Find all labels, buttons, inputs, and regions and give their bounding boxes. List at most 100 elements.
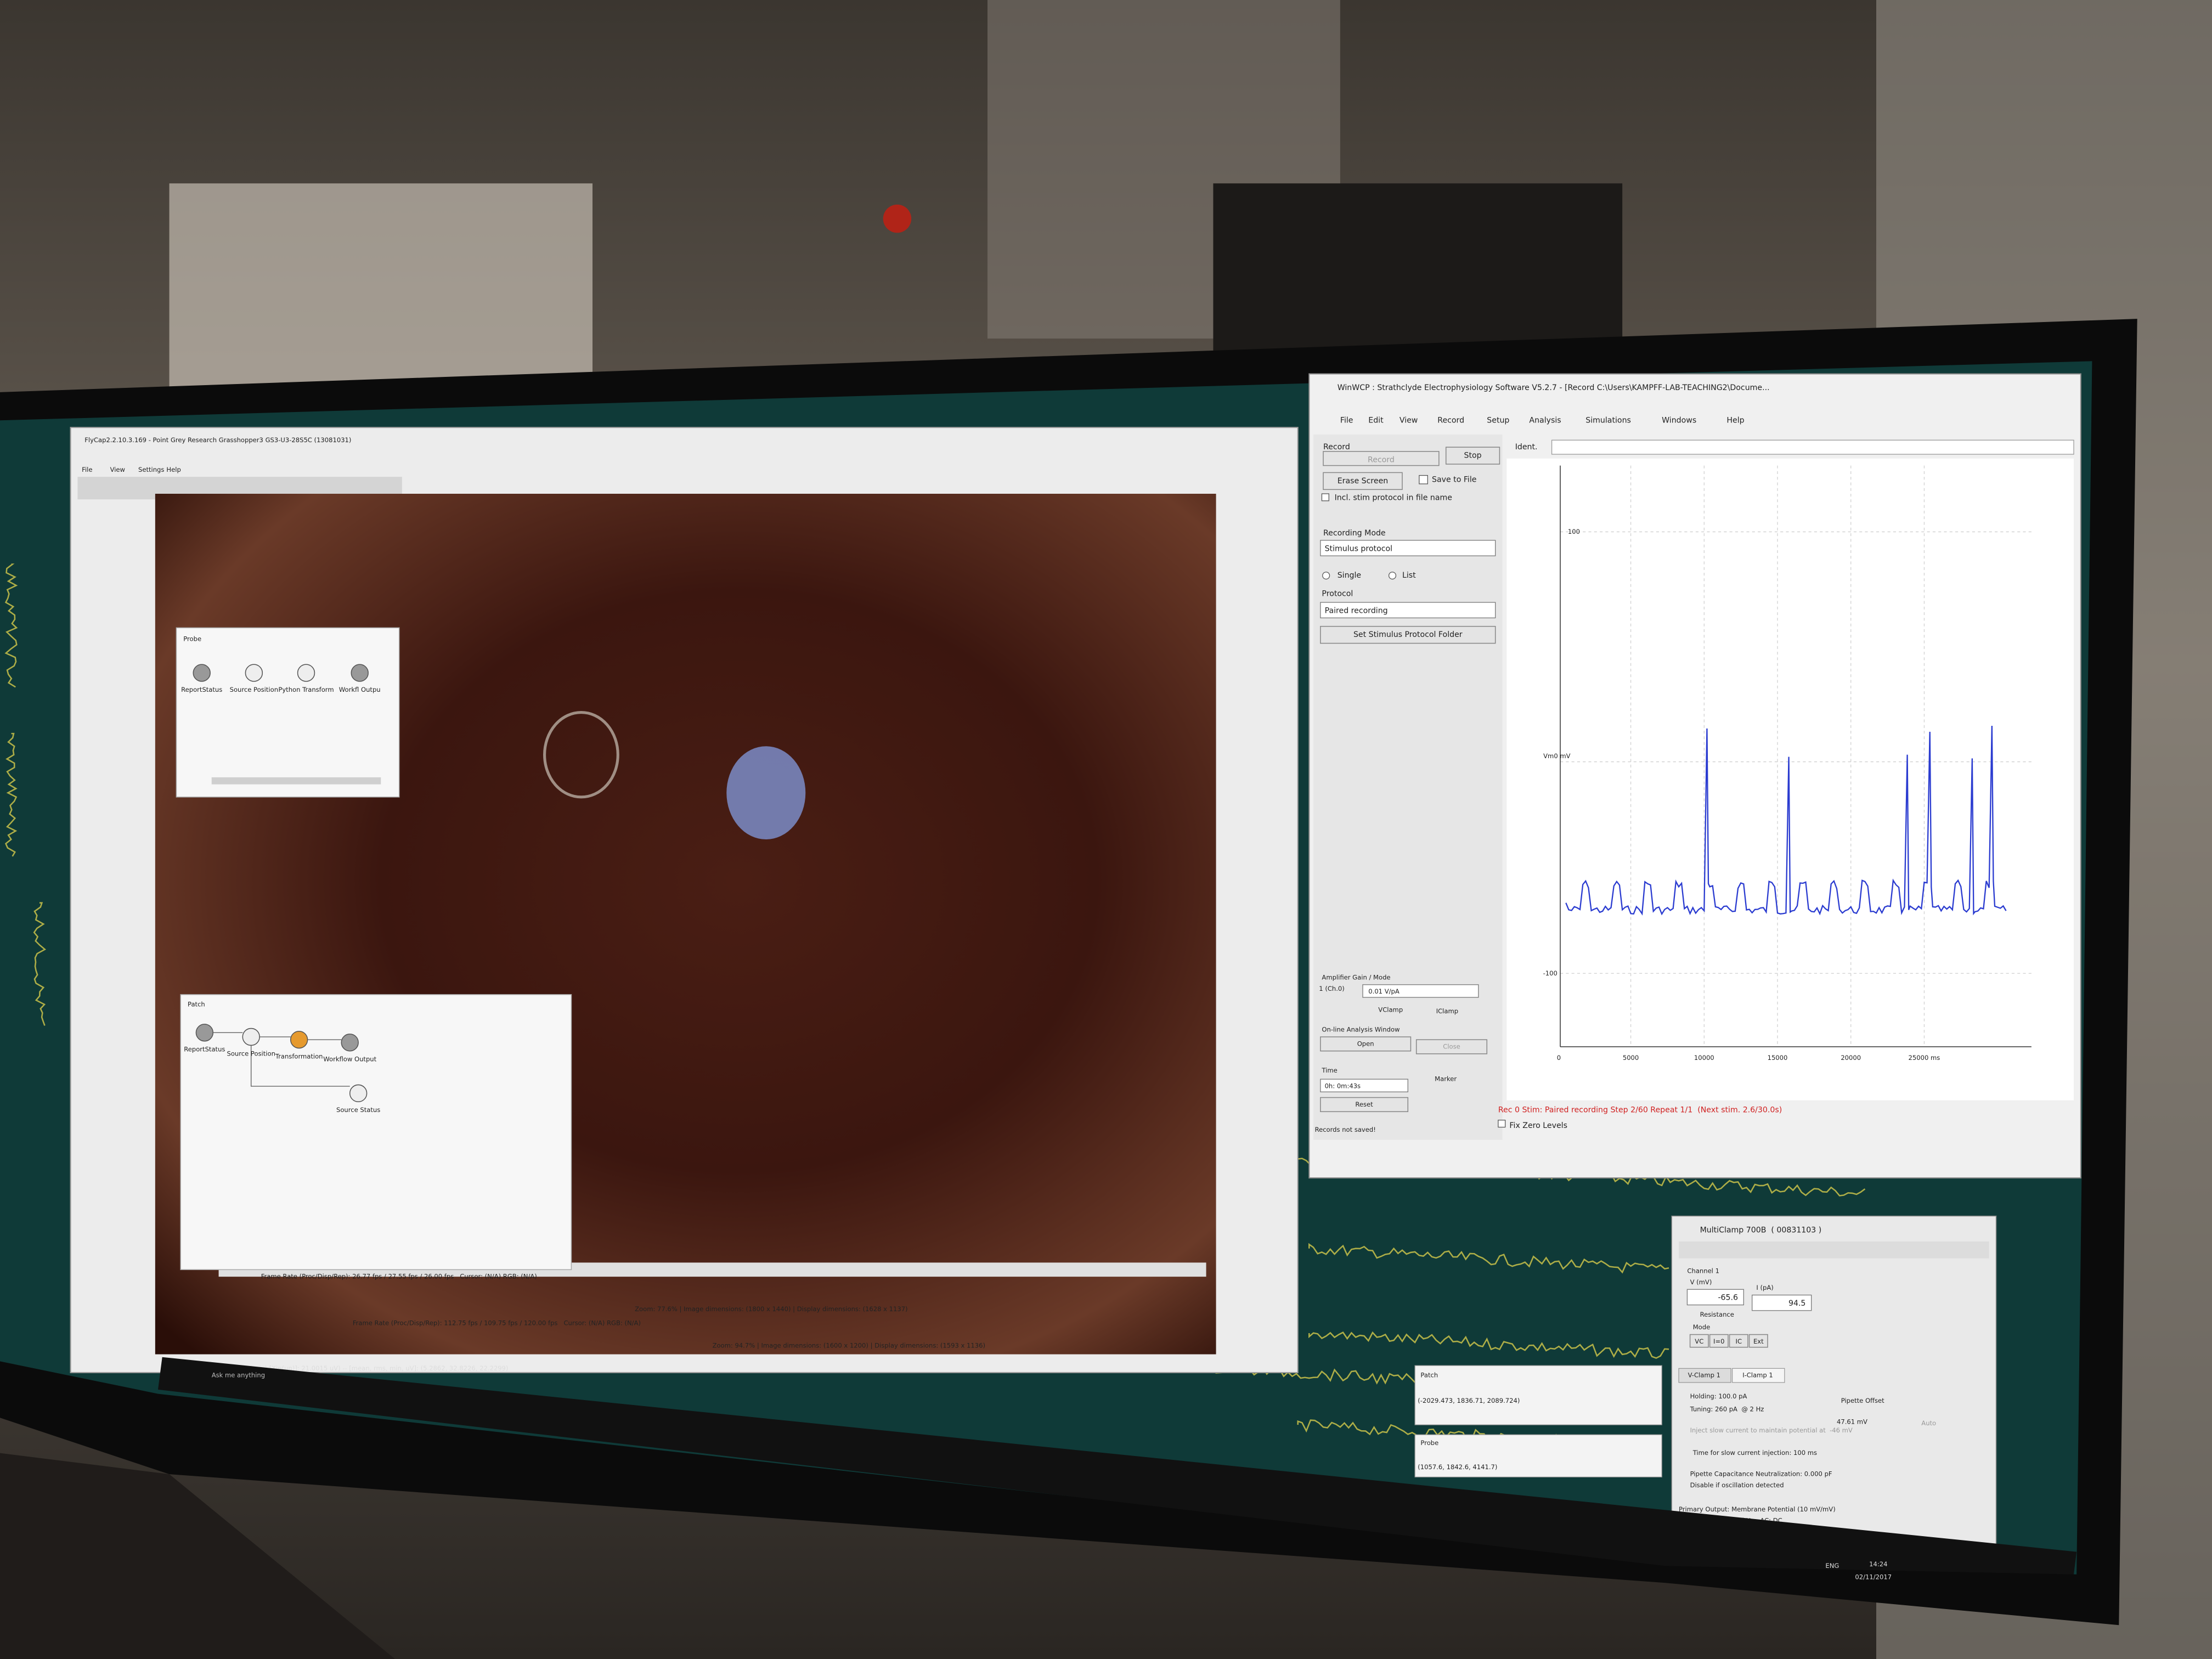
menu-item[interactable]: Simulations bbox=[1585, 416, 1631, 425]
record-button[interactable] bbox=[1323, 451, 1440, 466]
mode-dropdown[interactable] bbox=[1320, 540, 1496, 556]
checkbox-label[interactable]: Resistance bbox=[1700, 1311, 1734, 1318]
node-label: ReportStatus bbox=[181, 686, 222, 693]
node[interactable] bbox=[351, 664, 369, 682]
search-box[interactable]: Ask me anything bbox=[212, 1372, 265, 1379]
grid bbox=[1560, 465, 2032, 1044]
menu-item[interactable]: Setup bbox=[1487, 416, 1509, 425]
radio-label[interactable]: List bbox=[1402, 571, 1416, 580]
checkbox[interactable] bbox=[1419, 475, 1428, 484]
erase-button[interactable] bbox=[1323, 472, 1403, 490]
checkbox-label[interactable]: Incl. stim protocol in file name bbox=[1335, 494, 1452, 503]
field-value[interactable]: 0.01 V/pA bbox=[1368, 988, 1400, 995]
field-value: 0h: 0m:43s bbox=[1325, 1082, 1361, 1090]
setting[interactable]: Holding: 100.0 pA bbox=[1690, 1392, 1747, 1400]
stop-button[interactable] bbox=[1445, 447, 1500, 465]
checkbox-label[interactable]: Fix Zero Levels bbox=[1509, 1121, 1567, 1130]
node[interactable] bbox=[349, 1084, 368, 1103]
menu-item[interactable]: View bbox=[110, 466, 125, 473]
radio[interactable] bbox=[1322, 572, 1330, 580]
group-label: Record bbox=[1323, 443, 1350, 452]
menu-item[interactable]: Settings bbox=[138, 466, 164, 473]
button-label[interactable]: Record bbox=[1368, 455, 1395, 464]
checkbox[interactable] bbox=[1321, 493, 1329, 501]
mode-button[interactable] bbox=[1689, 1334, 1709, 1348]
dropdown-value[interactable]: Stimulus protocol bbox=[1325, 544, 1392, 553]
setting[interactable]: Inject slow current to maintain potentia… bbox=[1690, 1426, 1853, 1434]
button-label[interactable]: Ext bbox=[1753, 1338, 1764, 1345]
checkbox-label[interactable]: Save to File bbox=[1432, 475, 1476, 484]
gain-field[interactable] bbox=[1362, 984, 1479, 998]
radio[interactable] bbox=[1388, 572, 1397, 580]
radio-label[interactable]: IClamp bbox=[1436, 1007, 1458, 1015]
open-button[interactable] bbox=[1320, 1036, 1412, 1052]
menu-item[interactable]: Edit bbox=[1368, 416, 1384, 425]
tab[interactable] bbox=[1732, 1368, 1785, 1383]
node[interactable] bbox=[245, 664, 263, 682]
menu-item[interactable]: Help bbox=[166, 466, 180, 473]
menu-item[interactable]: View bbox=[1400, 416, 1418, 425]
button-label[interactable]: Set Stimulus Protocol Folder bbox=[1353, 630, 1463, 639]
setting[interactable]: Disable if oscillation detected bbox=[1690, 1481, 1784, 1489]
setting[interactable]: Tuning: 260 pA @ 2 Hz bbox=[1690, 1405, 1764, 1413]
button-label[interactable]: IC bbox=[1736, 1338, 1742, 1345]
button-label[interactable]: Reset bbox=[1355, 1101, 1373, 1108]
node[interactable] bbox=[290, 1030, 308, 1049]
x-tick-labels: 0 5000 10000 15000 20000 25000 ms bbox=[1557, 1054, 1940, 1062]
scrollbar[interactable] bbox=[211, 777, 381, 785]
ident-field[interactable] bbox=[1551, 439, 2074, 455]
node[interactable] bbox=[242, 1028, 260, 1046]
folder-button[interactable] bbox=[1320, 625, 1496, 644]
mode-button[interactable] bbox=[1748, 1334, 1768, 1348]
node-label: Transformation bbox=[275, 1053, 323, 1060]
language: ENG bbox=[1825, 1562, 1839, 1570]
menu-item[interactable]: Help bbox=[1726, 416, 1744, 425]
button-label[interactable]: Stop bbox=[1464, 452, 1482, 460]
menu-item[interactable]: Analysis bbox=[1529, 416, 1561, 425]
checkbox[interactable] bbox=[1498, 1120, 1506, 1128]
radio-label[interactable]: VClamp bbox=[1378, 1006, 1403, 1014]
menu-item[interactable]: File bbox=[1340, 416, 1353, 425]
reset-button[interactable] bbox=[1320, 1097, 1409, 1113]
mode-button[interactable] bbox=[1729, 1334, 1748, 1348]
node[interactable] bbox=[195, 1024, 214, 1042]
meter-value: -65.6 bbox=[1718, 1294, 1738, 1302]
button-label[interactable]: VC bbox=[1695, 1338, 1703, 1345]
node[interactable] bbox=[297, 664, 315, 682]
button-label[interactable]: Open bbox=[1357, 1040, 1374, 1047]
menu-item[interactable]: Record bbox=[1437, 416, 1464, 425]
y-tick-label: -100 bbox=[1543, 969, 1558, 977]
tab-label[interactable]: V-Clamp 1 bbox=[1688, 1372, 1720, 1379]
radio-label[interactable]: Single bbox=[1338, 571, 1361, 580]
button-label[interactable]: Auto bbox=[1921, 1419, 1936, 1427]
meter bbox=[1686, 1289, 1744, 1306]
menu-item[interactable]: Windows bbox=[1662, 416, 1696, 425]
button-label[interactable]: Close bbox=[1443, 1043, 1460, 1051]
node[interactable] bbox=[341, 1034, 359, 1052]
group-label: Channel 1 bbox=[1687, 1267, 1719, 1274]
meter-value: 94.5 bbox=[1788, 1299, 1805, 1308]
setting[interactable]: Pipette Capacitance Neutralization: 0.00… bbox=[1690, 1470, 1832, 1478]
group-label: Time bbox=[1321, 1066, 1337, 1074]
mode-button[interactable] bbox=[1709, 1334, 1729, 1348]
multiclamp-window bbox=[1671, 1215, 1997, 1553]
node[interactable] bbox=[193, 664, 211, 682]
field-label: 1 (Ch.0) bbox=[1319, 985, 1345, 992]
window-title: Probe bbox=[183, 635, 201, 642]
node-label: Source Position bbox=[230, 686, 278, 693]
group-label: On-line Analysis Window bbox=[1322, 1026, 1400, 1034]
tab-label[interactable]: I-Clamp 1 bbox=[1742, 1372, 1773, 1379]
menu-item[interactable]: File bbox=[82, 466, 92, 473]
signal-trace bbox=[1308, 1243, 1669, 1274]
clock-date: 02/11/2017 bbox=[1855, 1573, 1892, 1581]
button-label[interactable]: I=0 bbox=[1713, 1338, 1724, 1345]
close-button[interactable] bbox=[1415, 1039, 1488, 1054]
desk bbox=[0, 1453, 395, 1659]
signal-trace bbox=[4, 732, 18, 857]
protocol-dropdown[interactable] bbox=[1320, 602, 1496, 618]
x-tick-label: 10000 bbox=[1694, 1054, 1714, 1062]
dropdown-value[interactable]: Paired recording bbox=[1325, 606, 1388, 615]
button-label[interactable]: Erase Screen bbox=[1338, 477, 1389, 486]
tab[interactable] bbox=[1678, 1368, 1731, 1383]
